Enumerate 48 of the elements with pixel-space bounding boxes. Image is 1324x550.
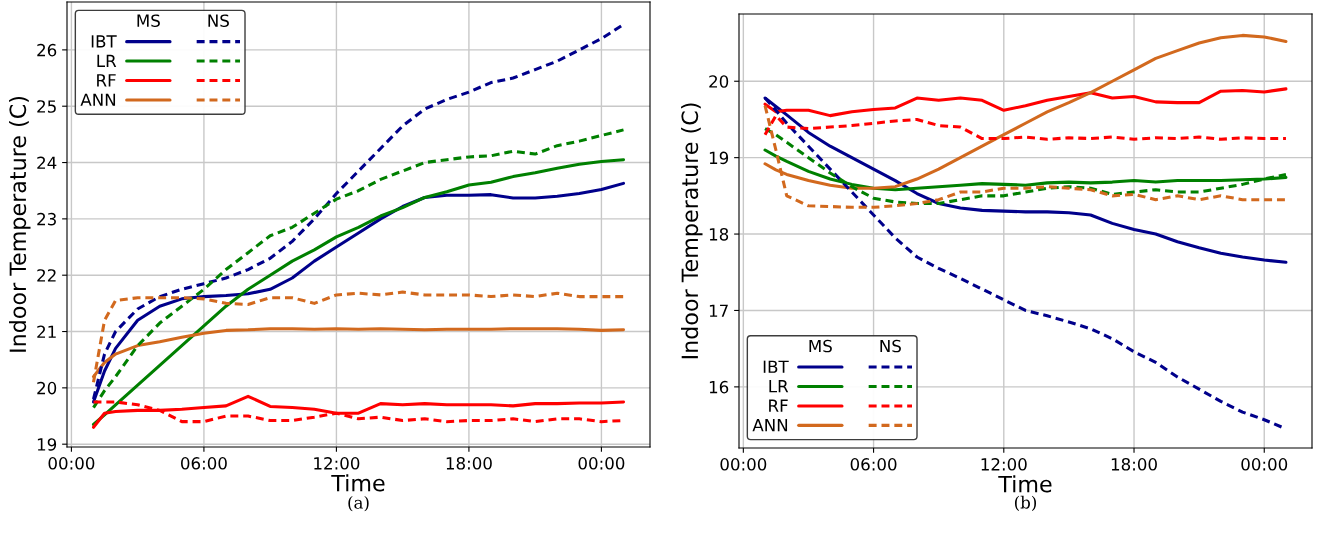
y-tick-label: 18 xyxy=(709,228,729,241)
line-series xyxy=(763,127,1288,206)
legend-label: ANN xyxy=(752,419,788,432)
legend-label: RF xyxy=(97,74,116,87)
line-series xyxy=(91,290,626,384)
line-series xyxy=(763,114,1288,141)
x-tick-label: 18:00 xyxy=(1111,458,1157,471)
annotation: NS xyxy=(880,339,901,353)
legend-label: IBT xyxy=(763,360,789,373)
legend-label: ANN xyxy=(80,93,116,106)
y-tick-label: 19 xyxy=(37,438,57,451)
y-tick-label: 19 xyxy=(709,151,729,165)
y-tick-label: 16 xyxy=(709,380,729,394)
y-tick-label: 20 xyxy=(709,75,729,88)
x-tick-label: 06:00 xyxy=(850,458,897,471)
line-series xyxy=(91,128,626,410)
annotation: MS xyxy=(137,14,160,27)
line-series xyxy=(763,87,1288,118)
x-axis-title: Time xyxy=(998,475,1052,493)
annotation: MS xyxy=(809,339,832,353)
line-series xyxy=(91,158,626,426)
legend-label: LR xyxy=(97,54,117,67)
y-tick-label: 21 xyxy=(37,325,56,338)
text: (a) xyxy=(348,495,369,512)
y-tick-label: 20 xyxy=(37,381,57,395)
y-tick-label: 22 xyxy=(37,269,56,282)
y-tick-label: 23 xyxy=(37,212,56,226)
legend-label: IBT xyxy=(91,35,117,48)
annotation: NS xyxy=(208,14,229,27)
x-tick-label: 00:00 xyxy=(720,458,767,471)
x-tick-label: 06:00 xyxy=(181,457,227,470)
text: (b) xyxy=(1014,495,1037,511)
legend-label: LR xyxy=(769,380,789,393)
y-tick-label: 25 xyxy=(37,100,56,113)
y-tick-label: 24 xyxy=(37,156,57,169)
line-series xyxy=(91,394,626,429)
x-tick-label: 12:00 xyxy=(981,458,1027,471)
x-tick-label: 00:00 xyxy=(578,457,625,470)
x-tick-label: 00:00 xyxy=(48,457,95,470)
y-tick-label: 17 xyxy=(709,304,728,317)
x-tick-label: 18:00 xyxy=(446,457,492,470)
x-tick-label: 12:00 xyxy=(314,457,360,470)
y-axis-title: Indoor Temperature (C) xyxy=(9,97,31,352)
legend-label: RF xyxy=(769,399,788,412)
x-tick-label: 00:00 xyxy=(1241,458,1288,471)
x-axis-title: Time xyxy=(331,474,385,492)
y-tick-label: 26 xyxy=(37,43,57,57)
y-axis-title: Indoor Temperature (C) xyxy=(681,103,703,359)
